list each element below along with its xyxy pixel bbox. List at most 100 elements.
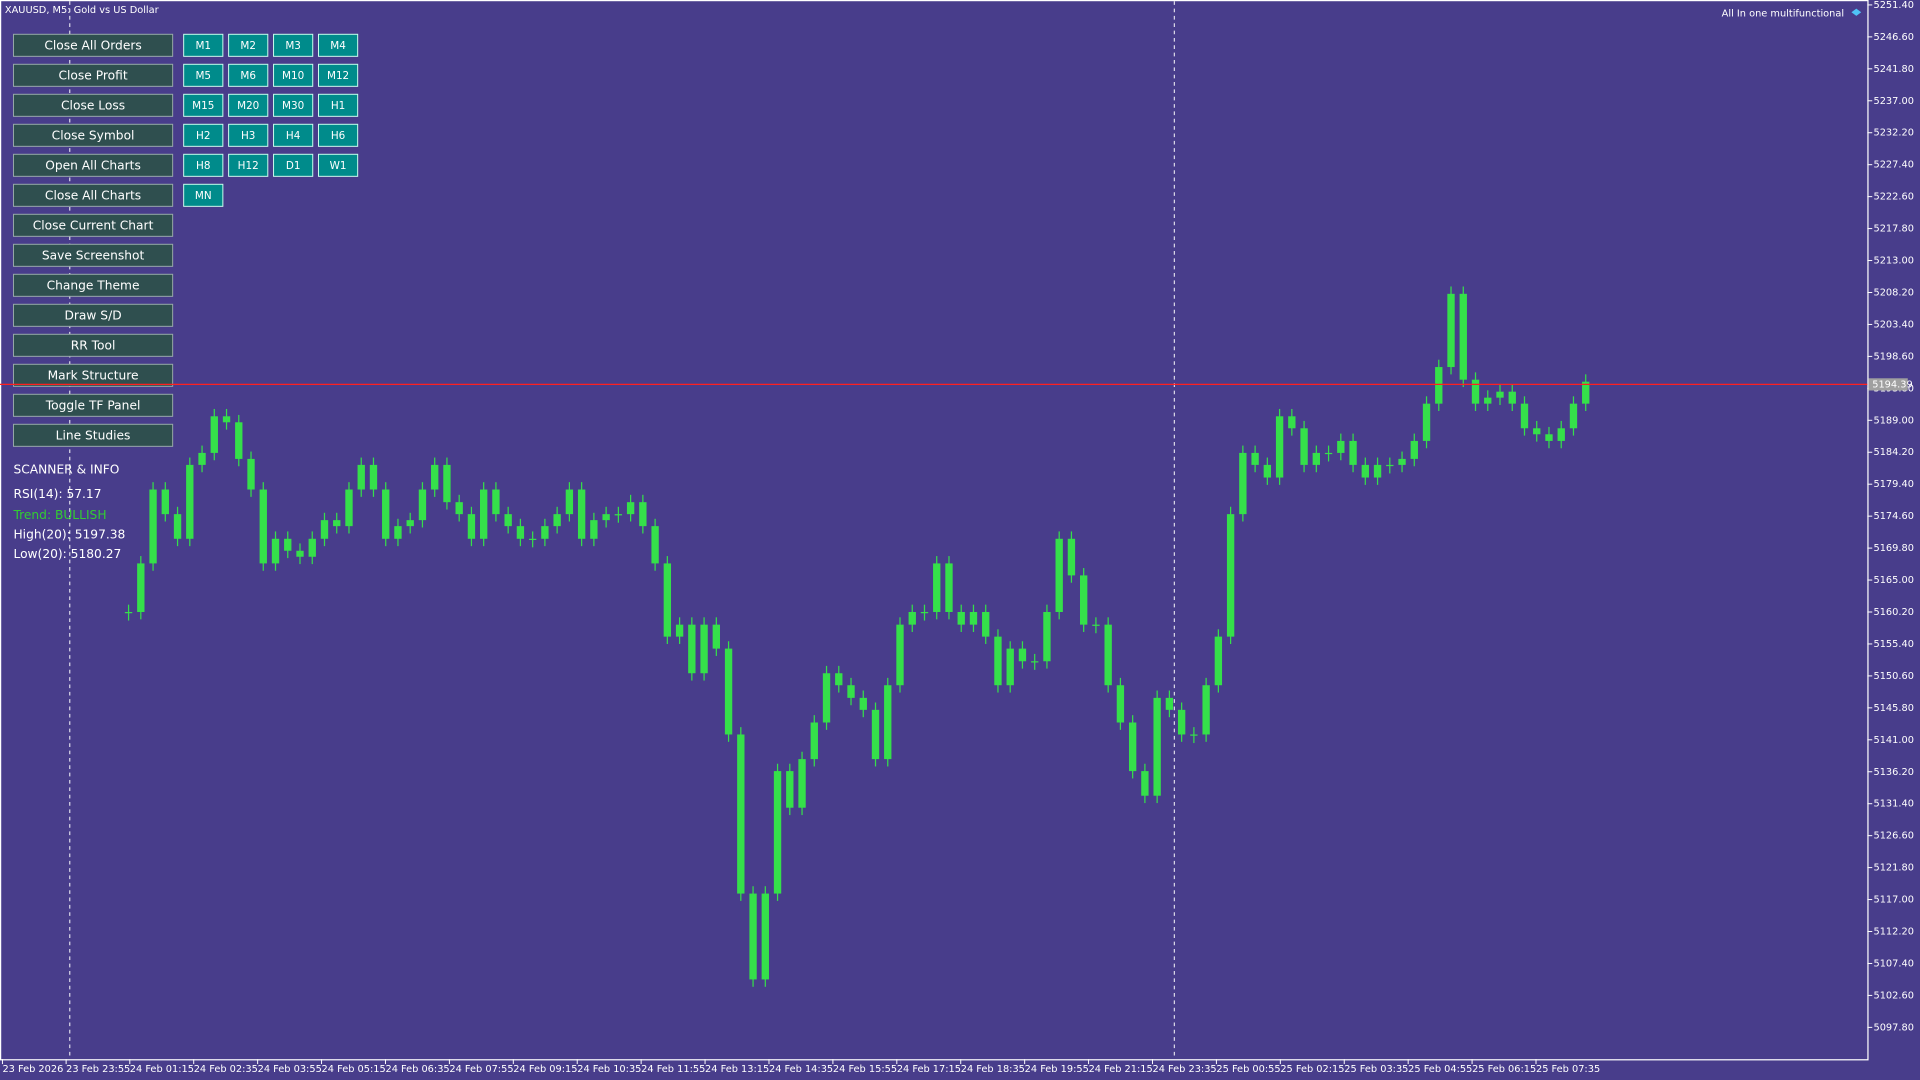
timeframe-button[interactable] [228,63,269,87]
button[interactable] [12,273,174,297]
x-tick-label: 24 Feb 21:15 [1089,1064,1153,1075]
y-tick-label: 5208.20 [1873,287,1913,298]
timeframe-label[interactable]: M15 [192,100,214,112]
button-label[interactable]: Close Loss [61,98,125,112]
button[interactable] [12,213,174,237]
candle-body [271,538,280,564]
timeframe-button[interactable] [318,153,359,177]
y-tick-label: 5169.80 [1873,543,1913,554]
candle-body [1202,685,1210,735]
button-label[interactable]: Close Current Chart [33,218,154,232]
candle-body [663,563,672,637]
timeframe-button[interactable] [318,123,359,147]
x-tick-label: 24 Feb 03:55 [258,1064,322,1075]
button[interactable] [12,303,174,327]
timeframe-label[interactable]: M5 [195,70,211,82]
timeframe-label[interactable]: M3 [285,40,301,52]
timeframe-button[interactable] [228,123,269,147]
timeframe-label[interactable]: D1 [286,160,301,172]
timeframe-label[interactable]: H4 [286,130,301,142]
y-tick-label: 5117.00 [1873,895,1913,906]
timeframe-label[interactable]: H8 [196,160,210,172]
timeframe-button[interactable] [183,123,224,147]
button[interactable] [12,93,174,117]
x-tick-label: 24 Feb 15:55 [833,1064,897,1075]
timeframe-button[interactable] [273,63,314,87]
button-label[interactable]: Close Profit [58,68,127,82]
button[interactable] [12,363,174,387]
timeframe-label[interactable]: H6 [331,130,345,142]
button-label[interactable]: Toggle TF Panel [45,398,141,412]
scanner-rsi: RSI(14): 57.17 [13,487,101,501]
timeframe-button[interactable] [273,93,314,117]
button-label[interactable]: Close Symbol [52,128,135,142]
button-label[interactable]: Open All Charts [45,158,141,172]
button[interactable] [12,63,174,87]
y-tick-label: 5155.40 [1873,639,1913,650]
timeframe-label[interactable]: H2 [196,130,210,142]
timeframe-button[interactable] [228,93,269,117]
button[interactable] [12,333,174,357]
button[interactable] [12,243,174,267]
button-label[interactable]: Save Screenshot [42,248,145,262]
timeframe-button[interactable] [228,153,269,177]
timeframe-label[interactable]: M6 [240,70,256,82]
button[interactable] [12,393,174,417]
button[interactable] [12,153,174,177]
button-label[interactable]: Draw S/D [64,308,121,322]
timeframe-label[interactable]: H1 [331,100,345,112]
timeframe-label[interactable]: M10 [282,70,304,82]
timeframe-label[interactable]: M30 [282,100,304,112]
x-tick-label: 24 Feb 14:35 [769,1064,833,1075]
y-tick-label: 5150.60 [1873,671,1913,682]
candle-body [528,538,537,541]
timeframe-label[interactable]: M20 [237,100,259,112]
timeframe-button[interactable] [273,153,314,177]
timeframe-label[interactable]: M2 [240,40,256,52]
timeframe-label[interactable]: M12 [327,70,349,82]
button[interactable] [12,33,174,57]
candle-body [259,489,267,564]
x-tick-label: 23 Feb 23:55 [66,1064,130,1075]
timeframe-button[interactable] [183,63,224,87]
button[interactable] [12,183,174,207]
x-tick-label: 24 Feb 19:55 [1025,1064,1089,1075]
candle-body [1410,440,1418,459]
timeframe-label[interactable]: M1 [195,40,211,52]
scanner-title: SCANNER & INFO [13,463,119,477]
timeframe-button[interactable] [318,63,359,87]
timeframe-button[interactable] [183,153,224,177]
timeframe-button[interactable] [273,123,314,147]
timeframe-button[interactable] [183,33,224,57]
button-label[interactable]: Close All Orders [44,38,141,52]
timeframe-label[interactable]: MN [195,190,212,202]
button[interactable] [12,423,174,447]
candle-body [173,514,182,539]
candle-body [345,489,353,527]
candle-body [431,464,439,490]
candle-body [1104,624,1112,686]
button-label[interactable]: RR Tool [71,338,116,352]
button-label[interactable]: Line Studies [56,428,131,442]
button[interactable] [12,123,174,147]
candle-body [626,502,635,515]
candle-body [284,538,292,551]
y-tick-label: 5121.80 [1873,863,1913,874]
y-tick-label: 5102.60 [1873,990,1913,1001]
timeframe-button[interactable] [183,183,224,207]
timeframe-label[interactable]: H3 [241,130,255,142]
timeframe-label[interactable]: W1 [330,160,347,172]
button-label[interactable]: Close All Charts [45,188,141,202]
timeframe-button[interactable] [273,33,314,57]
button-label[interactable]: Mark Structure [48,368,139,382]
timeframe-label[interactable]: M4 [330,40,346,52]
candle-body [884,685,892,760]
timeframe-button[interactable] [183,93,224,117]
timeframe-button[interactable] [318,93,359,117]
button-label[interactable]: Change Theme [47,278,140,292]
candle-body [541,526,549,539]
x-tick-label: 24 Feb 23:35 [1152,1064,1216,1075]
timeframe-button[interactable] [228,33,269,57]
timeframe-button[interactable] [318,33,359,57]
timeframe-label[interactable]: H12 [238,160,259,172]
